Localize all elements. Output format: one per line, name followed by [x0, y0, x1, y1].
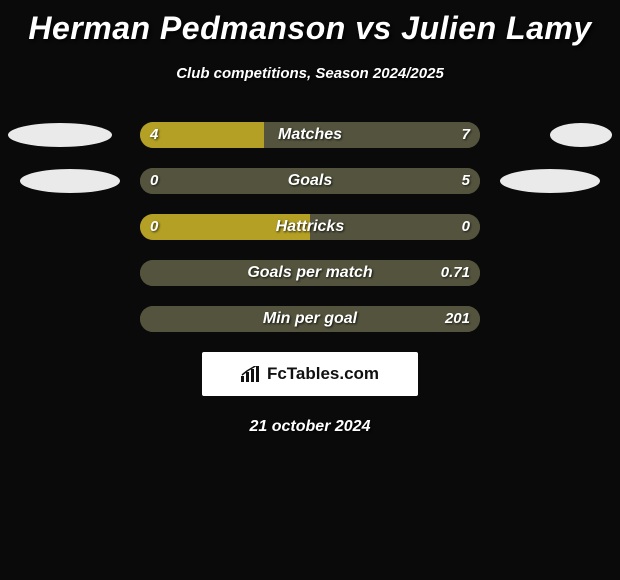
date-text: 21 october 2024	[0, 418, 620, 436]
attribution-text: FcTables.com	[267, 364, 379, 384]
stat-bar-right	[140, 168, 480, 194]
stat-value-left: 0	[150, 214, 158, 240]
player-ellipse-right	[550, 123, 612, 147]
stat-value-left: 4	[150, 122, 158, 148]
stat-row: 0.71Goals per match	[0, 260, 620, 286]
stat-value-right: 5	[462, 168, 470, 194]
stat-value-right: 0.71	[441, 260, 470, 286]
stat-value-right: 7	[462, 122, 470, 148]
player-ellipse-left	[8, 123, 112, 147]
attribution-badge: FcTables.com	[202, 352, 418, 396]
stat-value-right: 0	[462, 214, 470, 240]
stat-bar-right	[140, 306, 480, 332]
player-ellipse-left	[20, 169, 120, 193]
stat-row: 201Min per goal	[0, 306, 620, 332]
stat-bar: 00Hattricks	[140, 214, 480, 240]
stat-value-left: 0	[150, 168, 158, 194]
stat-bar-right	[140, 260, 480, 286]
stat-bar-right	[310, 214, 480, 240]
player-ellipse-right	[500, 169, 600, 193]
stat-bar-left	[140, 214, 310, 240]
stat-row: 47Matches	[0, 122, 620, 148]
stat-row: 00Hattricks	[0, 214, 620, 240]
stat-bar-left	[140, 122, 264, 148]
stat-bar: 47Matches	[140, 122, 480, 148]
stat-row: 05Goals	[0, 168, 620, 194]
page-title: Herman Pedmanson vs Julien Lamy	[0, 0, 620, 47]
chart-icon	[241, 366, 261, 382]
stat-bar: 201Min per goal	[140, 306, 480, 332]
subtitle: Club competitions, Season 2024/2025	[0, 65, 620, 82]
stats-container: 47Matches05Goals00Hattricks0.71Goals per…	[0, 122, 620, 332]
stat-bar-right	[264, 122, 480, 148]
stat-bar: 05Goals	[140, 168, 480, 194]
stat-value-right: 201	[445, 306, 470, 332]
stat-bar: 0.71Goals per match	[140, 260, 480, 286]
